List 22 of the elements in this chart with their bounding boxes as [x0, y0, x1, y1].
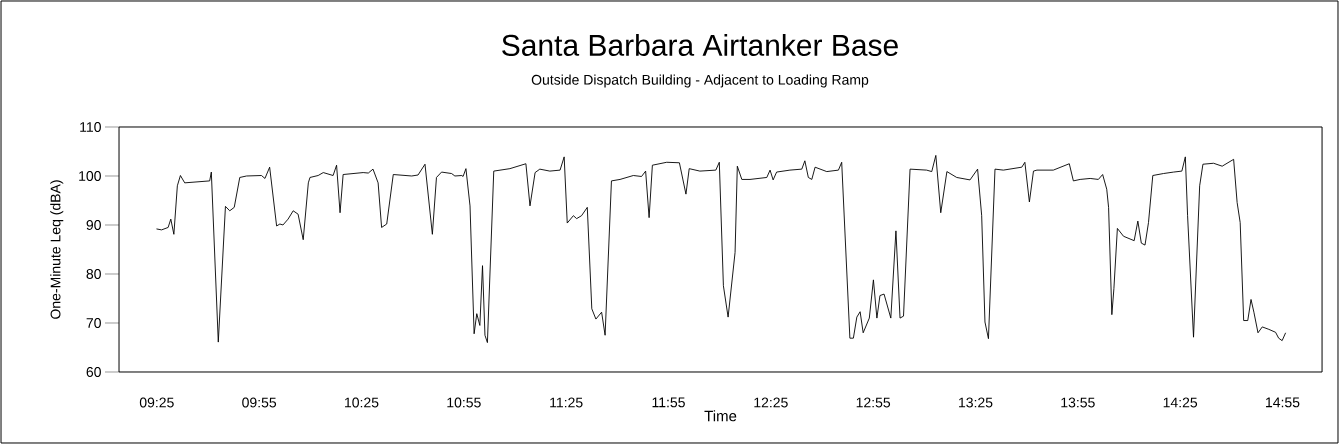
y-tick-label: 100 [79, 171, 101, 181]
x-tick-label: 09:25 [139, 397, 174, 408]
x-tick-label: 12:25 [754, 397, 788, 408]
x-axis-title: Time [704, 410, 737, 422]
y-tick-label: 80 [86, 269, 101, 279]
y-axis-title: One-Minute Leq (dBA) [50, 180, 64, 319]
x-tick-label: 10:25 [345, 397, 379, 408]
x-tick-label: 09:55 [242, 397, 277, 408]
x-tick-label: 10:55 [447, 397, 481, 408]
x-tick-label: 14:25 [1163, 397, 1198, 408]
x-tick-label: 13:25 [959, 397, 993, 408]
x-tick-label: 13:55 [1061, 397, 1095, 408]
chart-title: Santa Barbara Airtanker Base [502, 33, 898, 57]
y-tick-label: 110 [80, 122, 101, 132]
chart-subtitle: Outside Dispatch Building - Adjacent to Loading Ramp [531, 74, 869, 88]
x-tick-label: 11:55 [652, 397, 685, 408]
x-tick-label: 11:25 [550, 397, 583, 408]
x-tick-label: 14:55 [1266, 397, 1300, 408]
y-tick-label: 60 [86, 367, 101, 377]
y-tick-label: 90 [86, 220, 101, 230]
x-tick-label: 12:55 [856, 397, 891, 408]
y-tick-label: 70 [86, 318, 101, 328]
